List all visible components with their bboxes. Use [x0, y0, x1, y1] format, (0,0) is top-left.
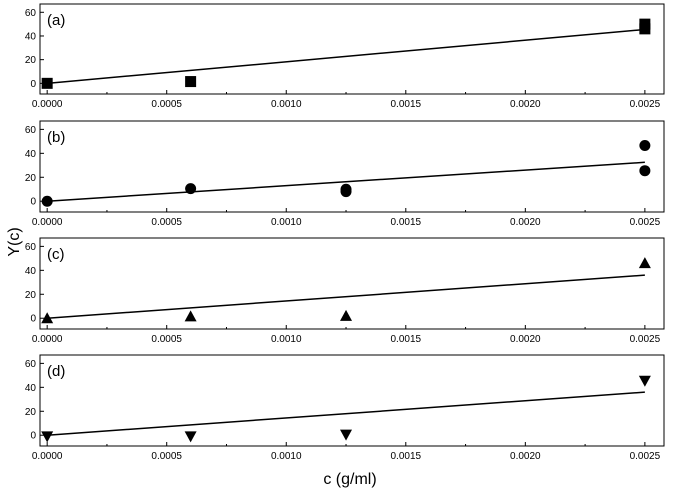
panel-c: 0 20 40 60 0.0000 0.0005 0.0010 0.0015 0.0020 0.0…: [25, 237, 665, 345]
data-point: [340, 429, 353, 441]
fit-line: [47, 161, 645, 202]
x-tick-label: 0.0020: [510, 99, 541, 110]
x-tick-label: 0.0005: [151, 451, 182, 462]
x-axis-title: c (g/ml): [323, 471, 376, 488]
data-point: [41, 312, 54, 324]
data-point: [340, 309, 353, 321]
data-point: [41, 195, 53, 207]
panel-a: 0 20 40 60 0.0000 0.0005 0.0010 0.0015 0.0020 0.0…: [25, 3, 665, 110]
plot-frame: [39, 237, 665, 330]
data-point: [41, 77, 53, 89]
data-point: [638, 375, 651, 387]
y-tick-label: 0: [30, 431, 36, 442]
y-tick-label: 20: [25, 55, 37, 66]
panel-label: (a): [47, 12, 65, 29]
y-tick-label: 40: [25, 31, 37, 42]
data-point: [639, 140, 651, 152]
y-tick-label: 60: [25, 242, 37, 253]
panel-label: (d): [47, 363, 65, 380]
x-tick-label: 0.0000: [32, 334, 63, 345]
data-point: [184, 431, 197, 443]
y-tick-label: 0: [30, 314, 36, 325]
panel-d: 0 20 40 60 0.0000 0.0005 0.0010 0.0015 0.0020 0.0…: [25, 354, 665, 462]
panel-label: (c): [47, 246, 65, 263]
y-tick-label: 20: [25, 173, 37, 184]
y-tick-label: 20: [25, 407, 37, 418]
panels: 0 20 40 60 0.0000 0.0005 0.0010 0.0015 0.0020 0.0…: [25, 3, 665, 462]
x-tick-label: 0.0005: [151, 99, 182, 110]
x-tick-label: 0.0020: [510, 334, 541, 345]
x-tick-label: 0.0000: [32, 451, 63, 462]
fit-line: [47, 391, 645, 436]
plot-frame: [39, 354, 665, 447]
x-tick-label: 0.0020: [510, 217, 541, 228]
x-tick-label: 0.0000: [32, 217, 63, 228]
plot-frame: [39, 120, 665, 213]
data-point: [185, 76, 197, 88]
x-tick-label: 0.0015: [390, 217, 421, 228]
x-tick-label: 0.0020: [510, 451, 541, 462]
x-tick-label: 0.0025: [630, 217, 661, 228]
x-tick-label: 0.0010: [271, 334, 302, 345]
x-tick-label: 0.0025: [630, 451, 661, 462]
x-tick-label: 0.0000: [32, 99, 63, 110]
x-tick-label: 0.0010: [271, 217, 302, 228]
y-axis-title: Y(c): [6, 227, 23, 256]
x-tick-label: 0.0015: [390, 451, 421, 462]
data-point: [638, 257, 651, 269]
fit-line: [47, 28, 645, 85]
data-point: [639, 165, 651, 177]
panel-label: (b): [47, 129, 65, 146]
y-tick-label: 0: [30, 79, 36, 90]
x-tick-label: 0.0025: [630, 99, 661, 110]
x-tick-label: 0.0010: [271, 451, 302, 462]
y-tick-label: 60: [25, 125, 37, 136]
data-point: [639, 23, 651, 35]
data-point: [340, 186, 352, 198]
x-tick-label: 0.0010: [271, 99, 302, 110]
y-tick-label: 20: [25, 290, 37, 301]
x-tick-label: 0.0005: [151, 217, 182, 228]
y-tick-label: 40: [25, 149, 37, 160]
y-tick-label: 0: [30, 197, 36, 208]
x-tick-label: 0.0015: [390, 334, 421, 345]
y-tick-label: 60: [25, 359, 37, 370]
y-tick-label: 40: [25, 266, 37, 277]
x-tick-label: 0.0025: [630, 334, 661, 345]
x-tick-label: 0.0015: [390, 99, 421, 110]
fit-line: [47, 274, 645, 319]
panel-b: 0 20 40 60 0.0000 0.0005 0.0010 0.0015 0.0020 0.0…: [25, 120, 665, 228]
data-point: [41, 431, 54, 443]
y-tick-label: 60: [25, 8, 37, 19]
plot-frame: [39, 3, 665, 95]
x-tick-label: 0.0005: [151, 334, 182, 345]
y-tick-label: 40: [25, 383, 37, 394]
data-point: [185, 183, 197, 195]
data-point: [184, 310, 197, 322]
